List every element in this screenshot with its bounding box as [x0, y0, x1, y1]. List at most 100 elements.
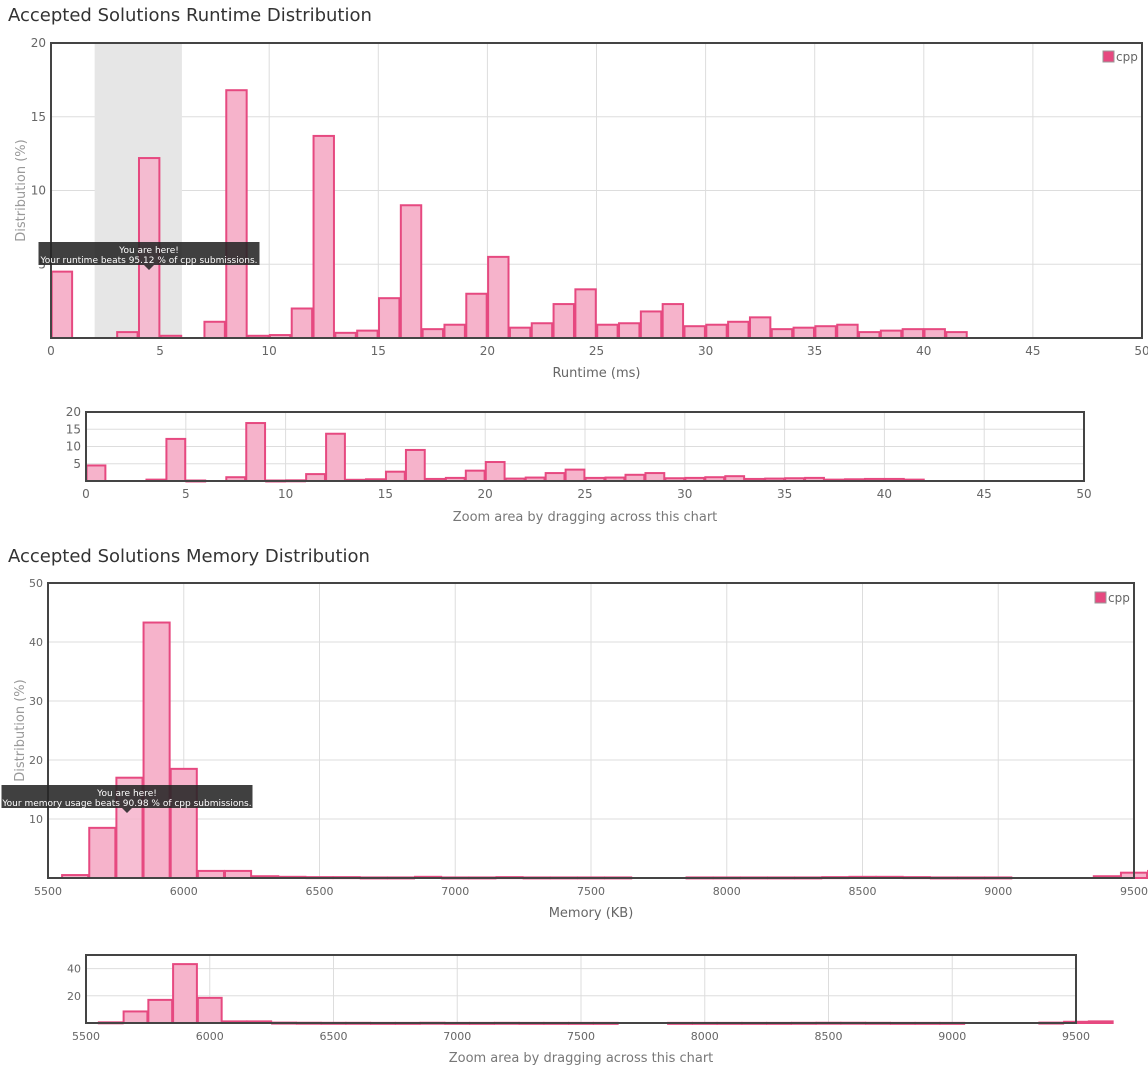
x-tick-label: 6500	[320, 1030, 348, 1043]
histogram-bar[interactable]	[465, 292, 488, 339]
histogram-bar[interactable]	[245, 422, 267, 482]
histogram-bar[interactable]	[464, 469, 486, 483]
memory-x-ticks: 5500 6000 6500 7000 7500 8000 8500 9000 9500	[34, 885, 1148, 898]
memory-section-title: Accepted Solutions Memory Distribution	[8, 546, 370, 567]
runtime-zoom-caption: Zoom area by dragging across this chart	[453, 510, 718, 525]
y-tick-label: 20	[29, 754, 43, 767]
histogram-bar[interactable]	[487, 255, 510, 339]
histogram-bar[interactable]	[378, 297, 401, 339]
y-tick-label: 40	[29, 636, 43, 649]
histogram-bar[interactable]	[544, 472, 566, 483]
histogram-bar[interactable]	[203, 320, 226, 339]
histogram-bar[interactable]	[484, 461, 506, 483]
x-tick-label: 5	[182, 487, 190, 501]
histogram-bar[interactable]	[814, 325, 837, 340]
histogram-bar[interactable]	[901, 328, 925, 339]
histogram-bar[interactable]	[618, 322, 641, 339]
runtime-navigator-x-ticks: 0 5 10 15 20 25 30 35 40 45 50	[82, 487, 1091, 501]
y-tick-label: 10	[66, 440, 81, 454]
x-tick-label: 30	[698, 344, 713, 358]
histogram-bar[interactable]	[644, 472, 666, 483]
memory-legend[interactable]: cpp	[1094, 591, 1130, 605]
x-tick-label: 9500	[1120, 885, 1148, 898]
histogram-bar[interactable]	[1087, 1020, 1114, 1024]
x-tick-label: 7000	[441, 885, 469, 898]
memory-distribution-chart[interactable]: 10 20 30 40 50 5500 6000 6500 7000 7500 8000 8500 9…	[0, 570, 1148, 930]
memory-y-axis-label: Distribution (%)	[13, 679, 28, 781]
histogram-bar[interactable]	[225, 89, 248, 339]
histogram-bar[interactable]	[50, 270, 74, 339]
histogram-bar[interactable]	[122, 1010, 149, 1025]
x-tick-label: 20	[478, 487, 493, 501]
histogram-bar[interactable]	[165, 437, 187, 482]
x-tick-label: 9000	[984, 885, 1012, 898]
histogram-bar[interactable]	[564, 468, 586, 482]
memory-navigator-grid	[85, 955, 1077, 1023]
runtime-tooltip: You are here! Your runtime beats 95.12 %…	[38, 242, 260, 270]
histogram-bar[interactable]	[404, 448, 426, 482]
histogram-bar[interactable]	[596, 323, 619, 340]
histogram-bar[interactable]	[384, 470, 406, 482]
runtime-zoom-navigator[interactable]: 5 10 15 20 0 5 10 15 20 25 30 35 40 45 50 Zoom area b…	[0, 395, 1148, 530]
histogram-bar[interactable]	[196, 996, 223, 1024]
x-tick-label: 50	[1134, 344, 1148, 358]
histogram-bar[interactable]	[85, 464, 107, 482]
y-tick-label: 5	[73, 457, 81, 471]
memory-navigator-frame	[85, 954, 1077, 1024]
histogram-bar[interactable]	[88, 826, 117, 880]
histogram-bar[interactable]	[290, 307, 314, 339]
runtime-navigator-y-ticks: 5 10 15 20	[66, 405, 81, 471]
histogram-bar[interactable]	[356, 329, 379, 339]
x-tick-label: 40	[877, 487, 892, 501]
x-tick-label: 50	[1076, 487, 1091, 501]
x-tick-label: 25	[589, 344, 604, 358]
tooltip-heading: You are here!	[96, 789, 157, 799]
histogram-bar[interactable]	[142, 621, 171, 879]
histogram-bar[interactable]	[421, 328, 445, 339]
x-tick-label: 9500	[1062, 1030, 1090, 1043]
tooltip-box	[38, 242, 260, 270]
x-tick-label: 25	[577, 487, 592, 501]
histogram-bar[interactable]	[639, 310, 663, 340]
y-tick-label: 20	[66, 405, 81, 419]
histogram-bar[interactable]	[792, 326, 815, 339]
histogram-bar[interactable]	[147, 998, 174, 1025]
x-tick-label: 35	[777, 487, 792, 501]
x-tick-label: 10	[262, 344, 277, 358]
y-tick-label: 10	[29, 813, 43, 826]
histogram-bar[interactable]	[312, 134, 335, 339]
histogram-bar[interactable]	[552, 303, 575, 340]
histogram-bar[interactable]	[748, 316, 772, 340]
histogram-bar[interactable]	[325, 432, 346, 482]
histogram-bar[interactable]	[172, 963, 198, 1024]
histogram-bar[interactable]	[305, 473, 326, 482]
runtime-distribution-chart[interactable]: 5 10 15 20 0 5 10 15 20 25 30 35 40 45 50 Runtime (ms…	[0, 0, 1148, 385]
runtime-legend[interactable]: cpp	[1102, 50, 1138, 64]
x-tick-label: 10	[278, 487, 293, 501]
y-tick-label: 30	[29, 695, 43, 708]
memory-bars	[61, 621, 1148, 880]
x-tick-label: 35	[807, 344, 822, 358]
histogram-bar[interactable]	[727, 320, 750, 339]
histogram-bar[interactable]	[443, 323, 466, 340]
histogram-bar[interactable]	[770, 328, 794, 339]
memory-x-axis-label: Memory (KB)	[549, 906, 634, 921]
histogram-bar[interactable]	[574, 288, 597, 340]
histogram-bar[interactable]	[196, 869, 225, 880]
tooltip-heading: You are here!	[118, 246, 179, 256]
histogram-bar[interactable]	[923, 328, 946, 339]
histogram-bar[interactable]	[530, 322, 554, 339]
histogram-bar[interactable]	[879, 329, 903, 339]
histogram-bar[interactable]	[661, 303, 685, 340]
histogram-bar[interactable]	[399, 204, 423, 339]
histogram-bar[interactable]	[705, 323, 728, 340]
histogram-bar[interactable]	[683, 325, 706, 340]
histogram-bar[interactable]	[224, 869, 253, 880]
histogram-bar[interactable]	[508, 326, 532, 339]
x-tick-label: 30	[677, 487, 692, 501]
cpp-legend-swatch-icon	[1102, 50, 1115, 63]
tooltip-box	[1, 785, 253, 813]
histogram-bar[interactable]	[836, 323, 859, 340]
